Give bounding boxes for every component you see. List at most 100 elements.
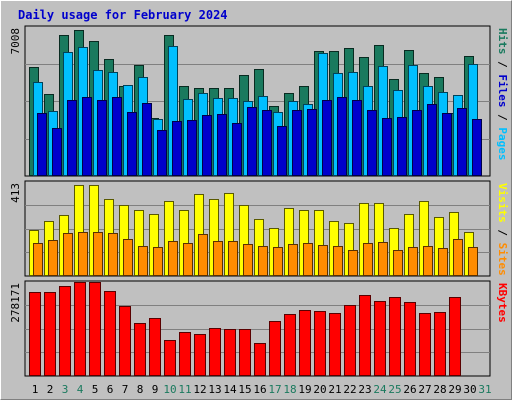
bar-kbytes-day-19 (299, 310, 311, 376)
bar-pages-day-3 (67, 100, 77, 176)
bar-pages-day-4 (82, 97, 92, 176)
x-tick-label-day-27: 27 (418, 383, 431, 396)
bar-kbytes-day-12 (194, 334, 206, 376)
x-tick-label-day-20: 20 (313, 383, 326, 396)
series-kbytes (29, 282, 461, 376)
x-tick-label-day-8: 8 (137, 383, 144, 396)
bar-kbytes-day-20 (314, 311, 326, 376)
bar-sites-day-30 (468, 247, 478, 276)
bar-pages-day-13 (217, 114, 227, 176)
bar-pages-day-12 (202, 115, 212, 176)
bar-sites-day-20 (318, 245, 328, 276)
x-tick-label-day-13: 13 (208, 383, 221, 396)
bar-sites-day-12 (198, 234, 208, 276)
series-sites (33, 232, 478, 276)
bar-pages-day-23 (367, 110, 377, 176)
legend-item-hits: Hits (496, 28, 509, 55)
bar-sites-day-9 (153, 247, 163, 276)
bar-sites-day-10 (168, 241, 178, 276)
bar-sites-day-3 (63, 233, 73, 276)
bar-pages-day-2 (52, 128, 62, 176)
bar-pages-day-24 (382, 118, 392, 176)
bar-sites-day-5 (93, 232, 103, 276)
legend-separator: / (496, 223, 509, 243)
bar-sites-day-23 (363, 243, 373, 276)
bar-kbytes-day-6 (104, 291, 116, 376)
bar-sites-day-28 (438, 248, 448, 276)
bar-sites-day-27 (423, 246, 433, 276)
bar-kbytes-day-27 (419, 313, 431, 376)
bar-kbytes-day-1 (29, 292, 41, 376)
bar-sites-day-25 (393, 250, 403, 276)
bar-pages-day-22 (352, 100, 362, 176)
bar-kbytes-day-25 (389, 297, 401, 376)
legend-item-sites: Sites (496, 243, 509, 276)
bar-pages-day-25 (397, 117, 407, 176)
x-tick-label-day-31: 31 (478, 383, 491, 396)
bar-sites-day-16 (258, 246, 268, 276)
bar-sites-day-17 (273, 247, 283, 276)
bar-kbytes-day-7 (119, 306, 131, 376)
x-tick-label-day-1: 1 (32, 383, 39, 396)
x-tick-label-day-26: 26 (403, 383, 416, 396)
bar-sites-day-6 (108, 233, 118, 276)
legend-visits: Visits / Sites (496, 183, 509, 276)
x-tick-label-day-12: 12 (193, 383, 206, 396)
bar-sites-day-29 (453, 239, 463, 276)
bar-sites-day-1 (33, 243, 43, 276)
bar-pages-day-8 (142, 103, 152, 176)
legend-separator: / (496, 55, 509, 75)
bar-sites-day-21 (333, 246, 343, 276)
x-tick-label-day-21: 21 (328, 383, 341, 396)
bar-pages-day-28 (442, 113, 452, 176)
bar-pages-day-21 (337, 97, 347, 176)
bar-pages-day-20 (322, 100, 332, 176)
bar-kbytes-day-10 (164, 340, 176, 376)
panel-hits: 7008 Hits / Files / Pages (9, 25, 509, 177)
bar-kbytes-day-16 (254, 343, 266, 376)
bar-kbytes-day-18 (284, 314, 296, 376)
bar-pages-day-1 (37, 113, 47, 176)
x-tick-label-day-2: 2 (47, 383, 54, 396)
legend-item-pages: Pages (496, 127, 509, 160)
bar-sites-day-18 (288, 244, 298, 276)
x-tick-label-day-9: 9 (152, 383, 159, 396)
bar-sites-day-24 (378, 242, 388, 276)
bar-kbytes-day-11 (179, 332, 191, 376)
bar-kbytes-day-13 (209, 328, 221, 376)
x-tick-label-day-24: 24 (373, 383, 387, 396)
y-max-label-kbytes: 278171 (9, 283, 22, 323)
bar-kbytes-day-28 (434, 312, 446, 376)
panel-kbytes: 278171 KBytes (9, 280, 509, 377)
bar-sites-day-4 (78, 232, 88, 276)
x-tick-label-day-3: 3 (62, 383, 69, 396)
bar-pages-day-27 (427, 104, 437, 176)
x-tick-label-day-30: 30 (463, 383, 476, 396)
x-tick-label-day-6: 6 (107, 383, 114, 396)
bar-kbytes-day-29 (449, 297, 461, 376)
bar-kbytes-day-14 (224, 329, 236, 376)
panel-visits: 413 Visits / Sites (9, 180, 509, 277)
bar-kbytes-day-8 (134, 323, 146, 376)
x-tick-label-day-16: 16 (253, 383, 266, 396)
y-max-label-visits: 413 (9, 183, 22, 203)
bar-kbytes-day-17 (269, 321, 281, 376)
x-tick-label-day-25: 25 (388, 383, 401, 396)
bar-pages-day-17 (277, 126, 287, 176)
chart-title: Daily usage for February 2024 (18, 8, 228, 22)
bar-kbytes-day-9 (149, 318, 161, 376)
bar-sites-day-8 (138, 246, 148, 276)
x-tick-label-day-5: 5 (92, 383, 99, 396)
bar-kbytes-day-15 (239, 329, 251, 376)
bar-pages-day-6 (112, 97, 122, 176)
legend-item-visits: Visits (496, 183, 509, 223)
x-tick-label-day-29: 29 (448, 383, 461, 396)
bar-kbytes-day-5 (89, 282, 101, 376)
y-max-label-hits: 7008 (9, 28, 22, 55)
bar-pages-day-16 (262, 110, 272, 176)
legend-item-files: Files (496, 74, 509, 107)
bar-pages-day-19 (307, 109, 317, 176)
x-tick-label-day-10: 10 (163, 383, 176, 396)
x-tick-label-day-28: 28 (433, 383, 446, 396)
